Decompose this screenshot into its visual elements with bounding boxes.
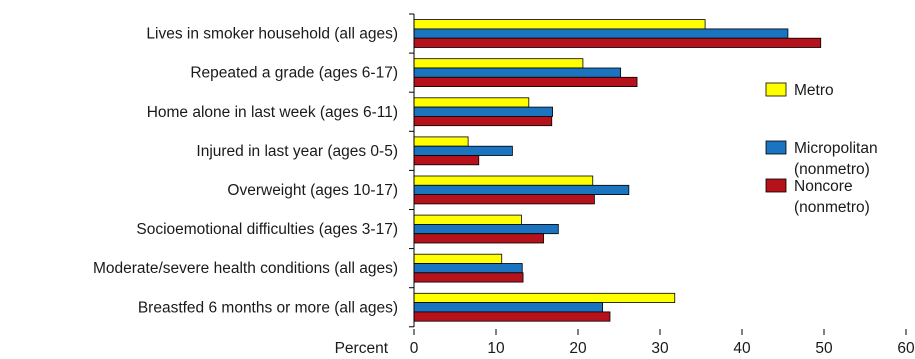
bar [413, 223, 559, 235]
bar [413, 302, 604, 313]
legend-label: Metro [794, 82, 834, 99]
bar [413, 67, 622, 78]
bar [413, 19, 706, 30]
category-labels: Lives in smoker household (all ages) Repe… [93, 26, 398, 317]
bar [413, 292, 676, 303]
category-label: Overweight (ages 10-17) [227, 182, 398, 199]
legend: MetroMicropolitan(nonmetro)Noncore(nonme… [765, 82, 878, 216]
x-tick-label: 60 [897, 340, 915, 357]
bar [413, 97, 530, 108]
category-label: Repeated a grade (ages 6-17) [190, 65, 398, 82]
x-tick-label: 0 [410, 340, 419, 357]
bar [413, 155, 480, 166]
legend-label: (nonmetro) [794, 161, 870, 178]
bar [413, 233, 544, 244]
bar [413, 184, 630, 196]
bar [413, 76, 638, 88]
legend-swatch [765, 140, 787, 155]
bar [413, 28, 789, 39]
bar [413, 263, 523, 274]
bar [413, 145, 513, 156]
x-tick-label: 20 [569, 340, 587, 357]
bar [413, 253, 503, 264]
bar [413, 194, 595, 205]
legend-label: Noncore [794, 178, 853, 195]
legend-swatch [765, 178, 787, 193]
y-axis-ticks [409, 13, 414, 328]
legend-swatch [765, 82, 787, 97]
bar [413, 106, 553, 117]
x-axis-ticks: 0 10 20 30 40 50 60 [410, 329, 915, 357]
category-label: Moderate/severe health conditions (all a… [93, 260, 398, 277]
x-tick-label: 30 [651, 340, 669, 357]
legend-label: (nonmetro) [794, 199, 870, 216]
x-axis-label: Percent [335, 340, 389, 357]
category-label: Breastfed 6 months or more (all ages) [138, 299, 398, 316]
bar [413, 175, 594, 186]
bar [413, 116, 553, 127]
x-tick-label: 10 [487, 340, 505, 357]
x-tick-label: 40 [733, 340, 751, 357]
bar [413, 37, 822, 48]
bars [413, 19, 822, 322]
category-label: Lives in smoker household (all ages) [146, 26, 398, 43]
axes: 0 10 20 30 40 50 60 [409, 13, 915, 357]
category-label: Socioemotional difficulties (ages 3-17) [136, 221, 398, 238]
category-label: Injured in last year (ages 0-5) [196, 143, 398, 160]
category-label: Home alone in last week (ages 6-11) [147, 104, 398, 121]
bar [413, 58, 584, 69]
bar [413, 272, 524, 283]
bar [413, 311, 611, 322]
legend-label: Micropolitan [794, 140, 878, 157]
x-tick-label: 50 [815, 340, 833, 357]
bar [413, 136, 469, 147]
bar [413, 214, 522, 225]
